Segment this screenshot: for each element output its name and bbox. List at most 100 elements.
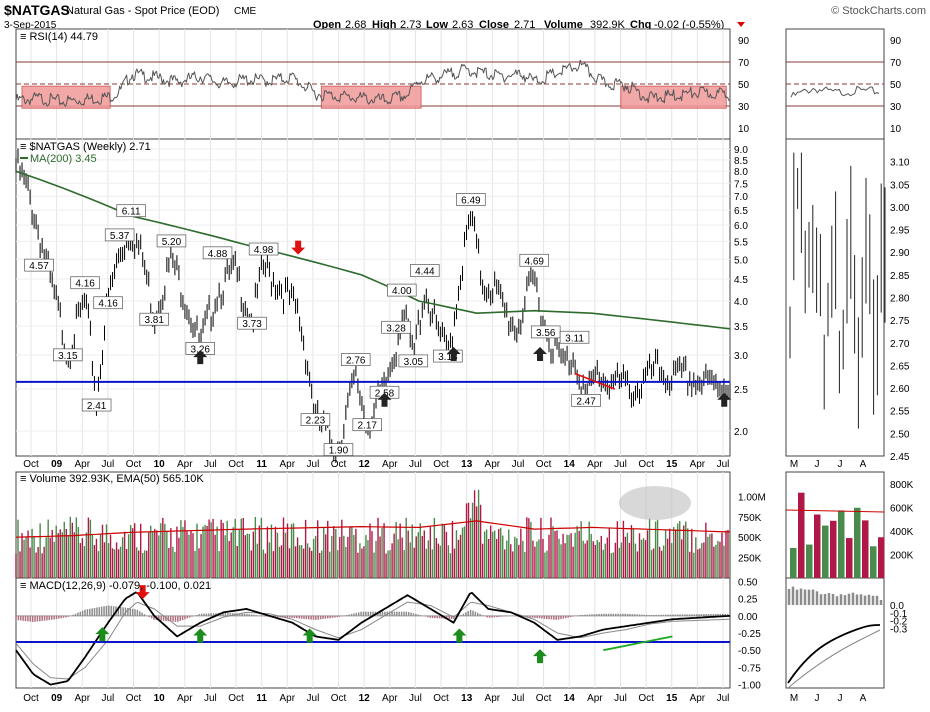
price-y-tick: 4.5	[734, 275, 748, 286]
price-label-box	[139, 312, 169, 326]
x-tick-label: 13	[461, 693, 473, 704]
rsi-inset-line	[790, 85, 880, 98]
price-label-box	[323, 443, 354, 456]
price-label: 3.56	[536, 328, 556, 339]
price-label-box	[571, 394, 601, 407]
price-label-box	[24, 258, 54, 272]
rsi-y-tick: 70	[738, 58, 750, 69]
volume-y-tick: 750K	[738, 513, 762, 524]
inset-frame-price	[785, 138, 885, 457]
price-label-box	[237, 316, 267, 330]
macd-y-tick: -0.25	[738, 629, 761, 640]
x-tick-label: Oct	[331, 693, 347, 704]
price-y-tick: 7.5	[734, 179, 748, 190]
volume-inset-bar	[822, 525, 829, 578]
x-tick-label: Apr	[690, 693, 706, 704]
macd-arrow-up-icon	[95, 627, 110, 642]
x-tick-label: 11	[256, 693, 267, 704]
price-label: 2.23	[306, 416, 326, 427]
price-inset-y-tick: 2.85	[890, 271, 910, 282]
ohlc-chg-label: Chg	[630, 19, 651, 31]
price-y-tick: 3.5	[734, 322, 748, 333]
x-tick-label: Oct	[433, 459, 449, 470]
x-tick-label: Jul	[717, 459, 730, 470]
macd-y-tick: -1.00	[738, 681, 761, 692]
x-tick-label: Apr	[485, 459, 501, 470]
price-arrow-up-icon	[532, 346, 547, 361]
price-label-box	[387, 283, 417, 297]
x-tick-label: 10	[154, 693, 166, 704]
panel-frame-macd	[15, 577, 731, 689]
x-tick-label: Oct	[536, 693, 552, 704]
x-tick-label: Apr	[485, 693, 501, 704]
volume-inset-bar	[870, 546, 877, 578]
x-tick-label: Jul	[204, 459, 217, 470]
volume-y-tick: 500K	[738, 533, 762, 544]
macd-y-tick: -0.75	[738, 663, 761, 674]
x-tick-label: 12	[359, 459, 371, 470]
volume-y-tick: 250K	[738, 554, 762, 565]
x-tick-label: 14	[564, 459, 576, 470]
x-tick-label: Jul	[307, 693, 320, 704]
price-label-box	[93, 296, 123, 310]
price-label-box	[340, 353, 371, 366]
price-label-box	[104, 228, 135, 242]
price-y-tick: 4.0	[734, 297, 748, 308]
price-inset-y-tick: 2.95	[890, 226, 910, 237]
price-inset-y-tick: 2.55	[890, 407, 910, 418]
price-label-box	[202, 246, 233, 260]
price-label-box	[300, 413, 331, 426]
x-tick-label: Apr	[74, 693, 90, 704]
volume-inset-ema	[785, 509, 885, 513]
price-label: 3.28	[386, 323, 406, 334]
price-y-tick: 3.0	[734, 351, 748, 362]
ohlc-low-value: 2.63	[452, 19, 473, 31]
volume-inset-bar	[798, 492, 805, 578]
inset-x-tick-label: J	[815, 693, 820, 704]
x-tick-label: Jul	[614, 693, 627, 704]
price-label: 4.88	[208, 249, 228, 260]
x-tick-label: Oct	[638, 459, 654, 470]
price-label-box	[410, 264, 440, 277]
price-label: 4.44	[415, 267, 435, 278]
ohlc-close-value: 2.71	[514, 19, 535, 31]
macd-arrow-down-icon	[135, 585, 150, 600]
x-tick-label: Apr	[587, 459, 603, 470]
brand-label: © StockCharts.com	[831, 5, 926, 17]
price-inset-y-tick: 2.90	[890, 248, 910, 259]
panel-frame-price	[15, 138, 731, 457]
ohlc-chg-value: -0.02 (-0.55%)	[654, 19, 724, 31]
macd-arrow-up-icon	[193, 628, 208, 643]
x-tick-label: Jul	[101, 459, 114, 470]
price-label: 4.00	[392, 286, 412, 297]
macd-y-tick: 0.00	[738, 612, 758, 623]
price-inset-y-tick: 2.65	[890, 361, 910, 372]
x-tick-label: Jul	[614, 459, 627, 470]
price-label-box	[381, 320, 411, 334]
x-tick-label: Jul	[512, 459, 525, 470]
macd-arrow-up-icon	[302, 628, 317, 643]
x-tick-label: Oct	[638, 693, 654, 704]
price-label: 4.16	[75, 279, 95, 290]
price-label-box	[116, 204, 146, 218]
x-tick-label: Oct	[228, 459, 244, 470]
x-tick-label: 15	[666, 693, 678, 704]
x-tick-label: 12	[359, 693, 371, 704]
price-arrow-up-icon	[377, 392, 392, 407]
price-y-tick: 2.0	[734, 427, 748, 438]
price-label: 2.17	[358, 421, 378, 432]
x-tick-label: Apr	[382, 459, 398, 470]
inset-x-tick-label: A	[860, 693, 867, 704]
x-tick-label: Oct	[126, 459, 142, 470]
ohlc-low-label: Low	[426, 19, 448, 31]
chg-down-icon	[737, 22, 745, 27]
price-label: 5.37	[110, 231, 130, 242]
macd-arrow-up-icon	[452, 628, 467, 643]
price-inset-y-tick: 2.50	[890, 429, 910, 440]
price-y-tick: 5.0	[734, 255, 748, 266]
x-tick-label: 09	[51, 459, 63, 470]
ohlc-high-label: High	[372, 19, 397, 31]
price-label-box	[398, 354, 429, 368]
ohlc-volume-label: Volume	[544, 19, 583, 31]
price-trendline	[574, 372, 616, 390]
